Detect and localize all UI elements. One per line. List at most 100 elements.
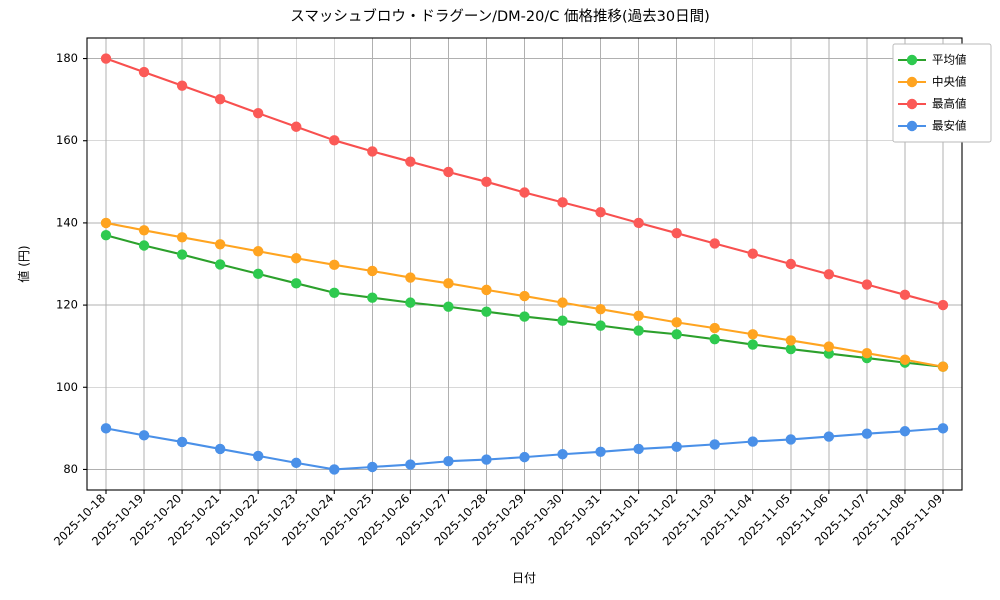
series-data-point — [861, 428, 873, 439]
series-data-point — [747, 329, 758, 340]
series-data-point — [823, 341, 835, 352]
y-tick-label: 100 — [56, 380, 78, 394]
y-tick-label: 160 — [56, 133, 78, 147]
series-data-point — [214, 94, 226, 105]
series-data-point — [100, 230, 112, 241]
series-data-point — [633, 443, 644, 455]
data-series — [100, 423, 949, 475]
series-data-point — [899, 426, 911, 437]
series-data-point — [861, 347, 873, 359]
series-data-point — [595, 320, 606, 331]
series-data-point — [367, 265, 378, 277]
series-data-point — [823, 269, 835, 280]
series-data-point — [252, 246, 264, 257]
data-series-group — [100, 53, 949, 475]
series-data-point — [747, 436, 758, 447]
series-data-point — [291, 278, 302, 289]
series-data-point — [291, 253, 302, 264]
series-data-point — [367, 146, 378, 157]
series-data-point — [633, 325, 644, 336]
y-axis-title: 値 (円) — [16, 245, 31, 282]
series-data-point — [138, 240, 150, 251]
series-data-point — [671, 329, 682, 340]
series-data-point — [214, 443, 226, 455]
series-data-point — [367, 461, 378, 473]
series-data-point — [252, 450, 264, 462]
series-data-point — [785, 434, 797, 445]
series-data-point — [937, 423, 949, 434]
series-data-point — [595, 207, 606, 218]
legend-swatch-marker — [906, 98, 918, 110]
series-data-point — [405, 272, 416, 283]
series-data-point — [214, 239, 226, 250]
series-data-point — [176, 249, 188, 260]
series-data-point — [671, 227, 682, 239]
series-data-point — [176, 436, 188, 448]
legend-swatch-marker — [906, 76, 918, 88]
series-data-point — [937, 361, 949, 372]
series-data-point — [291, 121, 302, 132]
series-data-point — [557, 449, 568, 460]
legend-label: 最安値 — [932, 119, 967, 133]
series-data-point — [176, 80, 188, 91]
legend-label: 平均値 — [932, 53, 967, 67]
legend-background — [892, 43, 992, 143]
series-data-point — [481, 454, 492, 465]
series-data-point — [329, 464, 340, 475]
x-axis-ticks: 2025-10-182025-10-192025-10-202025-10-21… — [51, 490, 945, 548]
series-data-point — [100, 423, 112, 434]
series-data-point — [100, 217, 112, 229]
series-data-point — [519, 290, 530, 302]
series-data-point — [443, 456, 454, 467]
series-data-point — [138, 430, 150, 441]
y-tick-label: 80 — [63, 462, 78, 476]
series-data-point — [100, 53, 112, 64]
series-data-point — [709, 322, 720, 334]
series-data-point — [671, 317, 682, 328]
series-data-point — [443, 166, 454, 178]
series-data-point — [443, 301, 454, 312]
series-data-point — [519, 187, 530, 198]
series-data-point — [785, 258, 797, 270]
series-data-point — [519, 311, 530, 322]
series-data-point — [138, 225, 150, 236]
series-data-point — [747, 339, 758, 350]
series-data-point — [899, 354, 911, 365]
series-data-point — [291, 457, 302, 469]
series-data-point — [595, 304, 606, 315]
series-data-point — [709, 439, 720, 450]
series-data-point — [557, 297, 568, 308]
series-data-point — [405, 297, 416, 308]
data-series — [100, 217, 949, 372]
series-data-point — [747, 248, 758, 259]
series-data-point — [937, 299, 949, 311]
series-data-point — [329, 259, 340, 271]
series-data-point — [443, 278, 454, 289]
series-data-point — [329, 135, 340, 146]
series-data-point — [252, 107, 264, 119]
series-data-point — [214, 259, 226, 270]
series-data-point — [367, 292, 378, 303]
series-data-point — [861, 279, 873, 290]
series-data-point — [633, 310, 644, 321]
series-data-point — [252, 268, 264, 280]
series-data-point — [329, 287, 340, 298]
y-tick-label: 120 — [56, 298, 78, 312]
y-tick-label: 180 — [56, 51, 78, 65]
series-data-point — [405, 459, 416, 470]
series-data-point — [481, 306, 492, 317]
series-data-point — [595, 446, 606, 457]
series-data-point — [557, 315, 568, 326]
legend-label: 最高値 — [932, 97, 967, 111]
series-data-point — [405, 156, 416, 167]
x-axis-title: 日付 — [512, 571, 536, 585]
series-data-point — [785, 343, 797, 355]
series-data-point — [671, 441, 682, 453]
legend-swatch-marker — [906, 120, 918, 132]
legend-swatch-marker — [906, 54, 918, 66]
series-data-point — [519, 451, 530, 463]
series-data-point — [785, 335, 797, 346]
